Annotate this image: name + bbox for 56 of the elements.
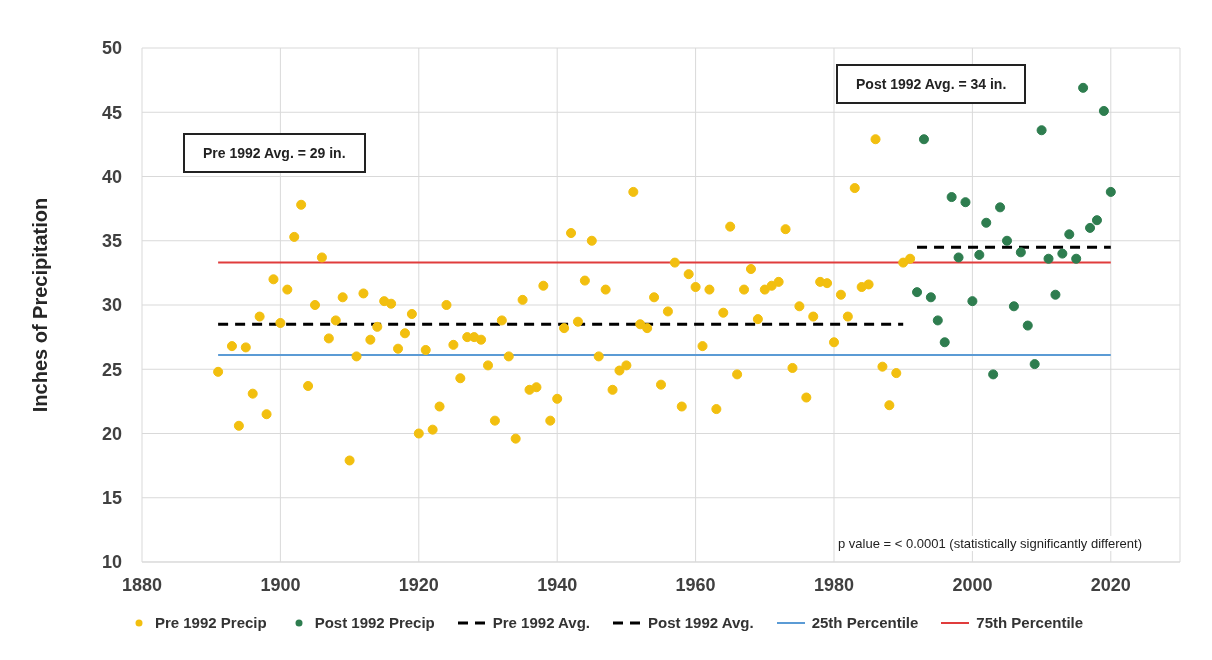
- x-tick-label: 1880: [121, 574, 163, 595]
- y-tick-label: 25: [101, 359, 122, 380]
- x-tick-label: 1960: [675, 574, 716, 595]
- point: [1071, 253, 1082, 264]
- y-tick-label: 10: [101, 552, 122, 573]
- legend-label: Pre 1992 Avg.: [492, 614, 591, 631]
- point: [988, 369, 999, 380]
- point: [1105, 186, 1116, 197]
- point: [946, 192, 957, 203]
- point: [960, 197, 971, 208]
- y-tick-label: 35: [101, 231, 122, 252]
- point: [1050, 289, 1061, 300]
- point: [995, 202, 1006, 213]
- point: [932, 315, 943, 326]
- point: [912, 287, 923, 298]
- x-tick-label: 1920: [398, 574, 439, 595]
- x-tick-label: 1900: [260, 574, 301, 595]
- y-tick-label: 20: [101, 423, 122, 444]
- point: [1057, 248, 1068, 259]
- x-tick-label: 1980: [813, 574, 855, 595]
- point: [939, 337, 950, 348]
- annotation: p value = < 0.0001 (statistically significantly different): [838, 536, 1142, 551]
- point: [1085, 222, 1096, 233]
- legend-label: Pre 1992 Precip: [154, 614, 267, 631]
- y-tick-label: 45: [101, 102, 122, 123]
- x-tick-label: 2000: [952, 574, 993, 595]
- legend-label: 75th Percentile: [976, 614, 1084, 631]
- point: [1001, 235, 1013, 246]
- point: [1022, 320, 1033, 331]
- x-tick-label: 1940: [537, 574, 578, 595]
- point: [1078, 82, 1089, 93]
- point: [1036, 125, 1047, 136]
- annotation: Pre 1992 Avg. = 29 in.: [183, 133, 366, 173]
- point: [967, 296, 978, 307]
- legend-label: 25th Percentile: [811, 614, 919, 631]
- point: [953, 252, 964, 263]
- legend-label: Post 1992 Avg.: [648, 614, 754, 631]
- y-tick-label: 30: [101, 295, 122, 316]
- point: [1098, 105, 1109, 116]
- y-axis-title: Inches of Precipitation: [29, 197, 52, 413]
- point: [1029, 359, 1040, 370]
- y-tick-label: 50: [101, 38, 122, 59]
- point: [1008, 301, 1019, 312]
- point: [1064, 229, 1075, 240]
- point: [918, 134, 929, 145]
- point: [925, 292, 936, 303]
- point: [1091, 215, 1102, 226]
- legend-label: Post 1992 Precip: [314, 614, 435, 631]
- point: [1043, 253, 1054, 264]
- point: [1015, 247, 1026, 258]
- y-tick-label: 15: [101, 488, 122, 509]
- y-tick-label: 40: [101, 166, 122, 187]
- point: [981, 217, 992, 228]
- point: [974, 249, 985, 260]
- x-tick-label: 2020: [1090, 574, 1131, 595]
- annotation: Post 1992 Avg. = 34 in.: [836, 64, 1027, 104]
